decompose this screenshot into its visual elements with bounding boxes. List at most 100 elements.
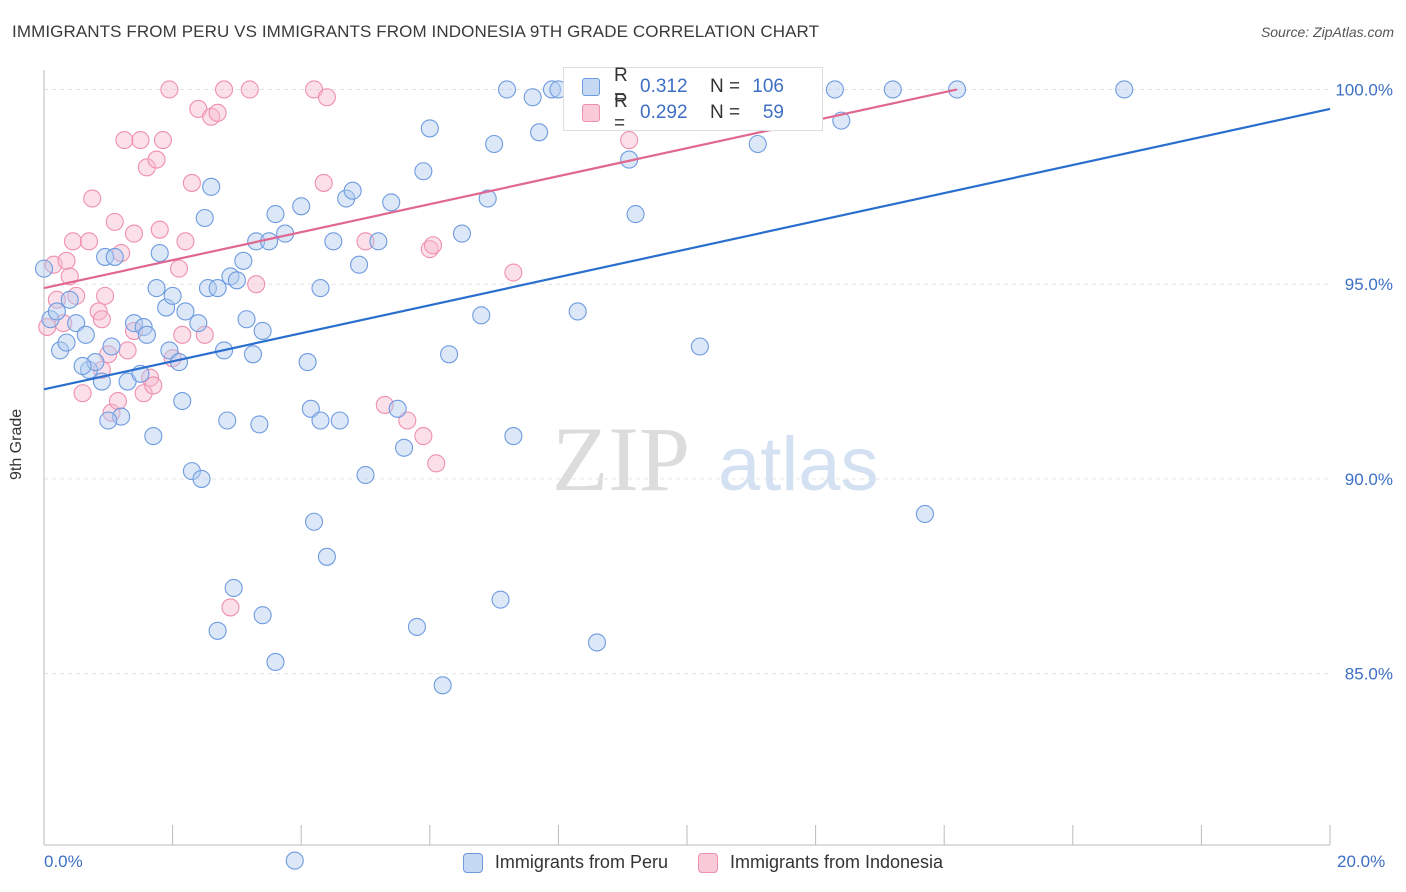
indonesia-point-35[interactable]	[182, 173, 201, 192]
peru-point-7[interactable]	[76, 325, 95, 344]
peru-point-42[interactable]	[237, 310, 256, 329]
peru-point-0[interactable]	[34, 259, 54, 278]
indonesia-point-41[interactable]	[221, 598, 240, 617]
peru-point-66[interactable]	[407, 617, 426, 636]
indonesia-point-50[interactable]	[414, 427, 433, 446]
peru-point-104[interactable]	[311, 411, 330, 430]
indonesia-point-28[interactable]	[150, 220, 169, 239]
peru-point-37[interactable]	[218, 411, 237, 430]
peru-point-60[interactable]	[350, 255, 369, 274]
indonesia-point-33[interactable]	[173, 325, 192, 344]
peru-point-100[interactable]	[253, 606, 272, 625]
peru-point-63[interactable]	[382, 193, 401, 212]
indonesia-point-10[interactable]	[83, 189, 102, 208]
indonesia-point-52[interactable]	[423, 236, 443, 255]
peru-point-62[interactable]	[369, 232, 388, 251]
indonesia-point-37[interactable]	[195, 325, 214, 344]
peru-point-96[interactable]	[915, 504, 934, 524]
indonesia-point-19[interactable]	[115, 131, 134, 150]
indonesia-point-47[interactable]	[356, 232, 375, 251]
indonesia-point-54[interactable]	[504, 263, 523, 282]
peru-point-12[interactable]	[105, 247, 124, 266]
peru-point-6[interactable]	[67, 314, 86, 333]
legend-item-peru[interactable]: Immigrants from Peru	[462, 852, 668, 873]
peru-point-2[interactable]	[47, 302, 66, 321]
peru-point-5[interactable]	[60, 290, 79, 309]
indonesia-point-9[interactable]	[79, 232, 99, 251]
indonesia-point-29[interactable]	[153, 131, 173, 150]
peru-point-78[interactable]	[523, 88, 542, 107]
indonesia-point-43[interactable]	[247, 275, 266, 294]
peru-point-83[interactable]	[587, 633, 607, 652]
indonesia-point-27[interactable]	[147, 150, 166, 169]
peru-point-39[interactable]	[224, 578, 243, 598]
peru-point-23[interactable]	[157, 298, 176, 317]
indonesia-point-49[interactable]	[398, 411, 417, 430]
indonesia-point-26[interactable]	[144, 376, 163, 395]
peru-point-19[interactable]	[137, 325, 156, 344]
peru-point-64[interactable]	[388, 399, 407, 418]
peru-point-54[interactable]	[311, 279, 330, 298]
peru-point-69[interactable]	[433, 676, 452, 695]
peru-point-40[interactable]	[227, 271, 246, 290]
peru-point-53[interactable]	[305, 512, 324, 531]
indonesia-point-6[interactable]	[63, 232, 82, 251]
peru-point-22[interactable]	[150, 243, 169, 263]
indonesia-point-13[interactable]	[96, 286, 115, 305]
peru-point-82[interactable]	[568, 302, 587, 321]
peru-point-46[interactable]	[253, 321, 272, 340]
peru-point-35[interactable]	[208, 279, 227, 298]
peru-point-33[interactable]	[198, 279, 218, 298]
peru-point-87[interactable]	[626, 205, 645, 224]
peru-point-72[interactable]	[472, 306, 491, 325]
indonesia-point-17[interactable]	[108, 391, 127, 411]
peru-point-99[interactable]	[99, 411, 118, 430]
peru-point-101[interactable]	[266, 652, 285, 672]
peru-point-31[interactable]	[192, 469, 211, 488]
peru-point-51[interactable]	[298, 353, 317, 372]
indonesia-point-22[interactable]	[131, 131, 150, 150]
indonesia-point-20[interactable]	[118, 341, 137, 360]
peru-point-61[interactable]	[356, 465, 375, 485]
peru-point-57[interactable]	[330, 411, 349, 430]
peru-point-29[interactable]	[182, 462, 201, 481]
peru-point-68[interactable]	[420, 119, 439, 138]
peru-point-56[interactable]	[324, 232, 343, 251]
indonesia-point-53[interactable]	[427, 454, 446, 473]
peru-point-41[interactable]	[234, 251, 253, 270]
legend-item-indonesia[interactable]: Immigrants from Indonesia	[697, 852, 943, 873]
indonesia-point-21[interactable]	[124, 224, 144, 243]
peru-point-103[interactable]	[285, 851, 304, 870]
peru-point-34[interactable]	[202, 177, 221, 196]
peru-point-105[interactable]	[73, 356, 92, 376]
peru-point-21[interactable]	[147, 279, 166, 298]
peru-point-27[interactable]	[173, 391, 192, 411]
indonesia-point-4[interactable]	[57, 251, 76, 270]
indonesia-point-23[interactable]	[134, 384, 153, 403]
peru-point-52[interactable]	[301, 399, 320, 418]
peru-point-98[interactable]	[1115, 80, 1134, 99]
indonesia-point-16[interactable]	[105, 212, 124, 231]
peru-point-50[interactable]	[292, 197, 311, 216]
peru-point-73[interactable]	[478, 189, 497, 208]
peru-point-77[interactable]	[504, 427, 523, 446]
peru-point-67[interactable]	[414, 162, 433, 181]
peru-point-32[interactable]	[195, 208, 214, 228]
peru-point-20[interactable]	[144, 427, 163, 446]
peru-point-74[interactable]	[485, 134, 504, 154]
peru-point-93[interactable]	[825, 80, 844, 99]
peru-point-43[interactable]	[243, 345, 263, 364]
indonesia-point-32[interactable]	[169, 259, 189, 278]
indonesia-point-8[interactable]	[73, 384, 92, 403]
peru-point-28[interactable]	[176, 302, 195, 321]
peru-point-4[interactable]	[57, 333, 76, 352]
indonesia-point-39[interactable]	[208, 103, 227, 122]
indonesia-point-30[interactable]	[160, 80, 179, 99]
peru-point-45[interactable]	[250, 415, 269, 434]
indonesia-point-34[interactable]	[176, 232, 195, 251]
peru-point-59[interactable]	[343, 181, 362, 200]
peru-point-48[interactable]	[266, 205, 285, 224]
peru-point-24[interactable]	[160, 341, 179, 360]
peru-point-71[interactable]	[452, 224, 472, 243]
peru-point-65[interactable]	[395, 438, 414, 457]
